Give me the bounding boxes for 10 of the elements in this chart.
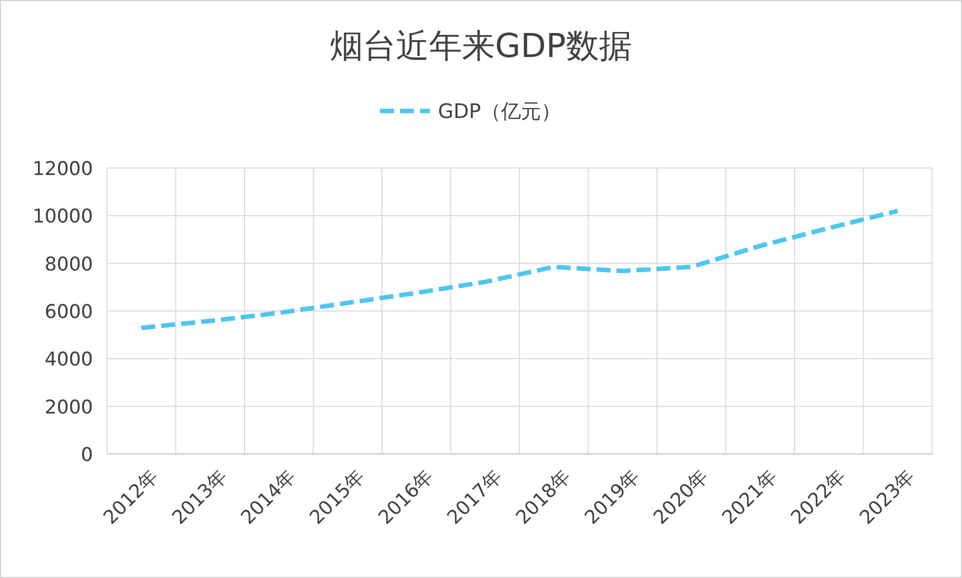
line-series — [139, 208, 900, 330]
legend-label: GDP（亿元） — [438, 99, 561, 123]
chart-title: 烟台近年来GDP数据 — [330, 26, 632, 65]
y-tick-label: 4000 — [44, 348, 93, 371]
y-tick-label: 10000 — [32, 206, 93, 228]
y-tick-label: 12000 — [32, 158, 93, 180]
y-tick-label: 2000 — [44, 396, 93, 418]
y-tick-label: 0 — [80, 444, 93, 466]
y-tick-label: 6000 — [44, 301, 93, 323]
y-tick-label: 8000 — [44, 253, 93, 276]
